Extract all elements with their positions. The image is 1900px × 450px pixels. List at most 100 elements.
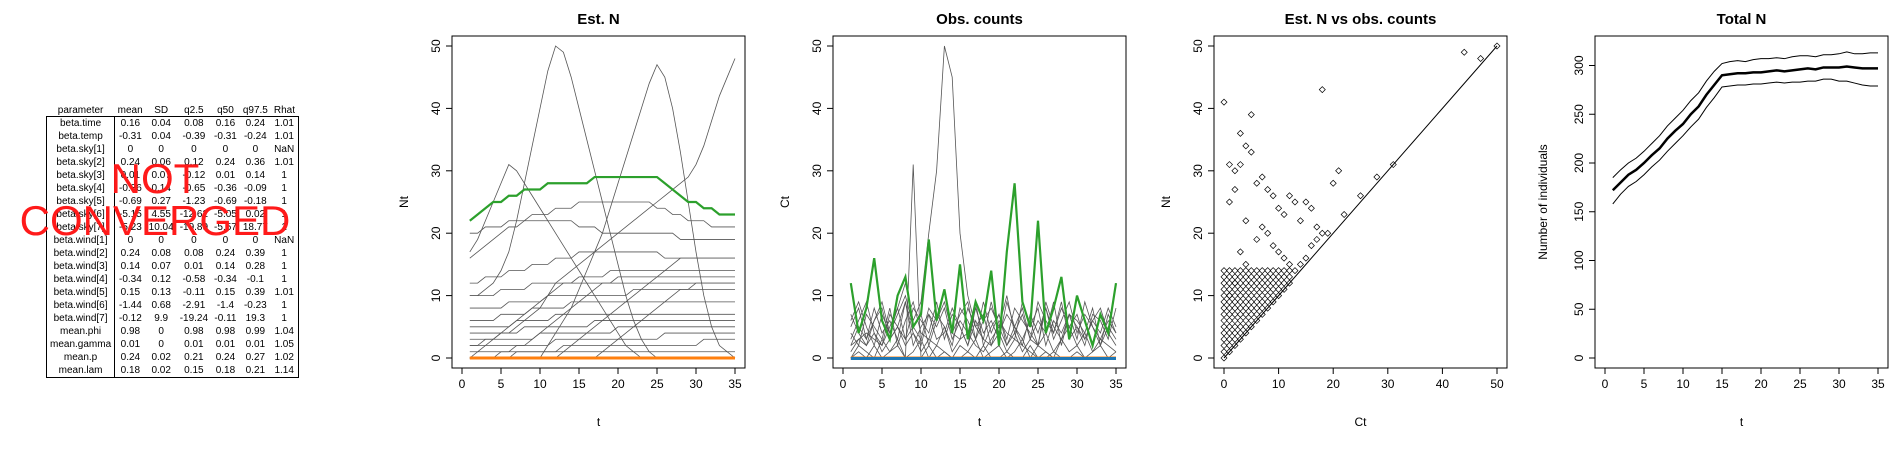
scatter-point <box>1275 273 1283 281</box>
table-cell: -0.36 <box>119 183 142 194</box>
scatter-point <box>1225 323 1233 331</box>
scatter-point <box>1296 260 1304 268</box>
table-row: beta.sky[3] 0.01 0.07 -0.12 0.01 0.14 1 <box>46 169 299 182</box>
table-cell: beta.sky[1] <box>46 143 116 156</box>
y-tick-label: 0 <box>810 354 824 361</box>
table-cell: 0.39 <box>245 287 266 298</box>
table-cell: 0.01 <box>184 339 204 350</box>
scatter-point <box>1247 292 1255 300</box>
scatter-point <box>1242 298 1250 306</box>
table-cell: -5.23 <box>119 222 142 233</box>
scatter-point <box>1318 229 1326 237</box>
table-cell: beta.temp <box>46 130 116 143</box>
table-cell: 1.02 <box>274 352 294 363</box>
table-row: beta.time 0.16 0.04 0.08 0.16 0.24 1.01 <box>46 116 299 130</box>
scatter-point <box>1225 348 1233 356</box>
scatter-point <box>1264 229 1272 237</box>
x-tick-label: 30 <box>1832 377 1846 391</box>
scatter-point <box>1242 323 1250 331</box>
table-cell: beta.sky[3] <box>46 169 116 182</box>
scatter-point <box>1231 298 1239 306</box>
scatter-point <box>1242 142 1250 150</box>
table-cell: -0.34 <box>119 274 142 285</box>
table-cell: 19.3 <box>245 313 266 324</box>
scatter-point <box>1225 310 1233 318</box>
scatter-point <box>1247 285 1255 293</box>
table-cell: 0 <box>127 144 134 155</box>
scatter-point <box>1258 273 1266 281</box>
scatter-point <box>1286 273 1294 281</box>
table-cell: 0.27 <box>245 352 266 363</box>
plot-area <box>1611 51 1878 205</box>
scatter-point <box>1269 192 1277 200</box>
table-cell: 1 <box>281 248 287 259</box>
scatter-point <box>1247 317 1255 325</box>
table-cell: -1.4 <box>216 300 235 311</box>
table-cell: 0.08 <box>151 248 171 259</box>
scatter-point <box>1236 317 1244 325</box>
x-tick-label: 5 <box>1641 377 1648 391</box>
table-cell: 0.21 <box>184 352 204 363</box>
scatter-point <box>1220 354 1228 362</box>
table-cell: 0 <box>158 326 164 337</box>
table-row: mean.lam 0.18 0.02 0.15 0.18 0.21 1.14 <box>46 364 299 378</box>
scatter-point <box>1247 267 1255 275</box>
scatter-point <box>1247 148 1255 156</box>
table-row: beta.wind[7] -0.12 9.9 -19.24 -0.11 19.3 1 <box>46 312 299 325</box>
scatter-point <box>1236 129 1244 137</box>
scatter-point <box>1242 260 1250 268</box>
scatter-point <box>1220 304 1228 312</box>
table-cell: 1 <box>281 313 287 324</box>
plot-area <box>1220 42 1501 362</box>
y-tick-label: 20 <box>429 226 443 240</box>
scatter-point <box>1225 292 1233 300</box>
table-cell: 0.04 <box>151 131 171 142</box>
table-cell: 0.24 <box>120 157 141 168</box>
scatter-point <box>1220 323 1228 331</box>
series-line-8 <box>850 301 1117 348</box>
scatter-point <box>1220 348 1228 356</box>
scatter-point <box>1231 285 1239 293</box>
table-cell: 1.14 <box>274 365 294 376</box>
table-cell: beta.sky[7] <box>46 221 116 234</box>
x-tick-label: 20 <box>1754 377 1768 391</box>
table-row: mean.gamma 0.01 0 0.01 0.01 0.01 1.05 <box>46 338 299 351</box>
scatter-point <box>1236 292 1244 300</box>
table-cell: -0.12 <box>119 313 142 324</box>
column-header-q50: q50 <box>217 105 234 116</box>
table-cell: -5.05 <box>214 209 237 220</box>
scatter-point <box>1253 317 1261 325</box>
scatter-point <box>1324 229 1332 237</box>
scatter-point <box>1236 273 1244 281</box>
table-cell: 0.15 <box>215 287 236 298</box>
table-cell: 0.01 <box>184 261 204 272</box>
y-tick-label: 50 <box>1572 302 1586 316</box>
scatter-point <box>1236 310 1244 318</box>
scatter-point <box>1236 323 1244 331</box>
table-cell: 10.04 <box>148 222 174 233</box>
y-axis-label: Number of individuals <box>1536 144 1550 259</box>
table-cell: -0.11 <box>214 313 237 324</box>
column-header-q97-5: q97.5 <box>242 105 268 116</box>
series-line-6 <box>469 220 735 259</box>
chart-panel-2: Obs. counts 0 5 10 15 20 25 30 35 t 0 10 20 30 40 50 Ct <box>778 11 1127 429</box>
table-cell: 0 <box>191 144 197 155</box>
table-cell: beta.wind[3] <box>46 260 116 273</box>
table-cell: 0.14 <box>120 261 141 272</box>
x-tick-label: 50 <box>1490 377 1504 391</box>
table-cell: 0.28 <box>245 261 266 272</box>
scatter-point <box>1247 298 1255 306</box>
table-cell: 0.18 <box>215 365 236 376</box>
scatter-point <box>1231 335 1239 343</box>
scatter-point <box>1275 279 1283 287</box>
scatter-point <box>1258 304 1266 312</box>
y-tick-label: 10 <box>429 289 443 303</box>
table-cell: 0.24 <box>215 352 236 363</box>
series-line-4 <box>469 58 736 346</box>
table-cell: 0.36 <box>245 157 266 168</box>
series-line-18 <box>469 276 735 359</box>
x-axis-label: t <box>1740 415 1744 429</box>
table-cell: 0.02 <box>151 352 171 363</box>
table-body: beta.time 0.16 0.04 0.08 0.16 0.24 1.01 beta.te… <box>46 116 299 378</box>
